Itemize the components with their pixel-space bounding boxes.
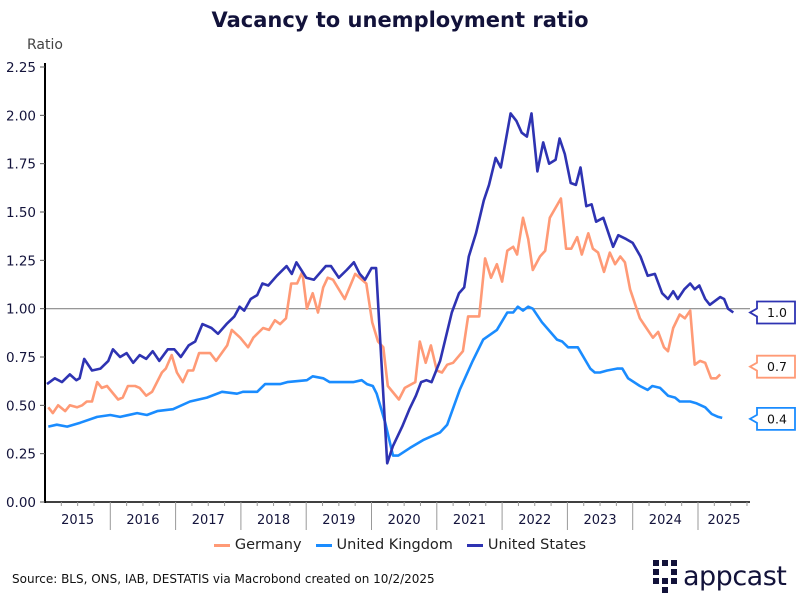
series-line-united-states: [46, 112, 735, 465]
x-tick-label: 2021: [453, 513, 486, 528]
y-tick-label: 1.00: [6, 302, 36, 318]
x-tick-label: 2025: [707, 513, 740, 528]
legend-item-germany: Germany: [213, 537, 302, 553]
logo-mark-icon: [653, 560, 677, 593]
series-line-germany: [47, 197, 722, 415]
y-tick-label: 2.00: [6, 108, 36, 124]
x-tick-label: 2022: [518, 513, 551, 528]
appcast-logo: appcast: [653, 560, 787, 593]
legend-label-uk: United Kingdom: [336, 537, 453, 553]
logo-text: appcast: [683, 561, 787, 592]
y-tick-label: 2.25: [6, 60, 36, 76]
y-tick-label: 0.25: [6, 447, 36, 463]
legend-item-us: United States: [466, 537, 587, 553]
chart-title: Vacancy to unemployment ratio: [211, 8, 589, 32]
end-label-united-states: 1.0: [767, 305, 787, 320]
x-tick-label: 2024: [649, 513, 682, 528]
end-label-united-kingdom: 0.4: [767, 411, 787, 426]
y-axis-label: Ratio: [27, 37, 63, 53]
legend-swatch-germany: [213, 543, 230, 547]
x-tick-label: 2020: [388, 513, 421, 528]
series-line-united-kingdom: [48, 305, 723, 457]
legend-label-us: United States: [487, 537, 587, 553]
y-tick-label: 0.00: [6, 495, 36, 511]
y-tick-label: 1.75: [6, 157, 36, 173]
x-tick-label: 2016: [126, 513, 159, 528]
y-tick-label: 1.25: [6, 253, 36, 269]
x-tick-label: 2015: [61, 513, 94, 528]
end-label-box-united-kingdom: [748, 406, 796, 431]
end-label-box-united-states: [748, 300, 796, 325]
source-note: Source: BLS, ONS, IAB, DESTATIS via Macr…: [12, 572, 435, 586]
x-tick-label: 2019: [322, 513, 355, 528]
x-tick-label: 2017: [192, 513, 225, 528]
y-tick-label: 0.75: [6, 350, 36, 366]
legend: Germany United Kingdom United States: [0, 537, 800, 553]
x-tick-label: 2018: [257, 513, 290, 528]
legend-item-uk: United Kingdom: [315, 537, 453, 553]
legend-swatch-uk: [315, 543, 332, 547]
legend-swatch-us: [466, 543, 483, 547]
y-tick-label: 0.50: [6, 398, 36, 414]
end-label-box-germany: [748, 354, 796, 379]
y-tick-label: 1.50: [6, 205, 36, 221]
end-label-germany: 0.7: [767, 359, 787, 374]
x-tick-label: 2023: [584, 513, 617, 528]
legend-label-germany: Germany: [234, 537, 302, 553]
